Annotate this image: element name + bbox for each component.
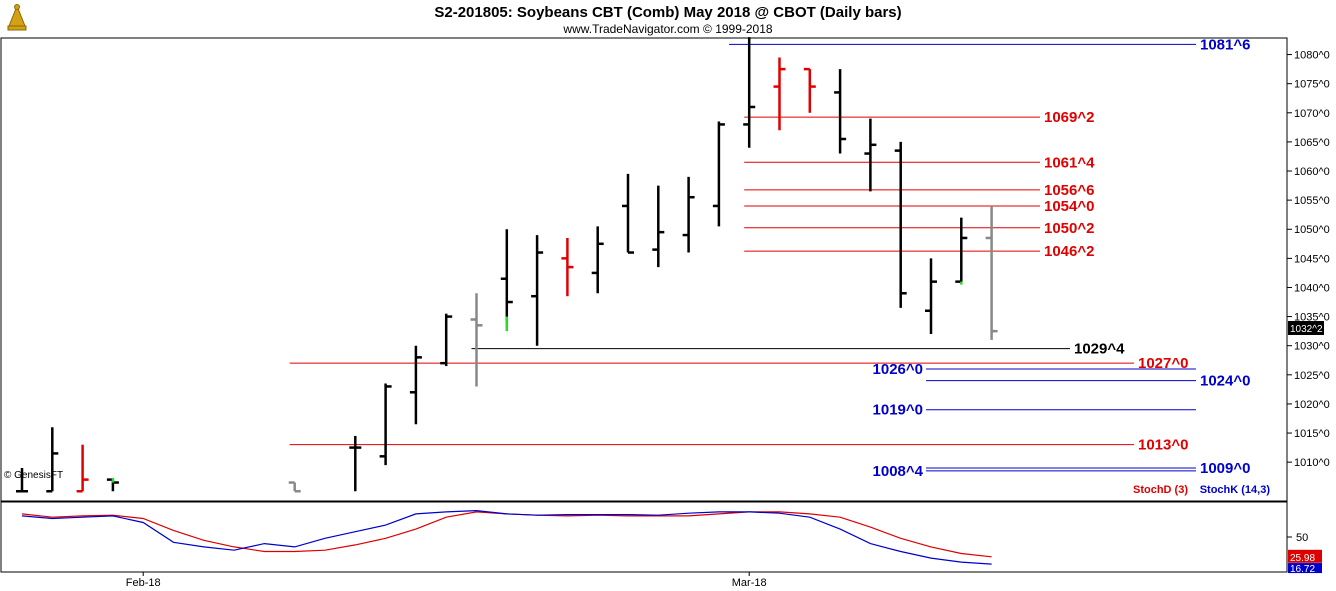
y-tick-label: 1035^0	[1294, 312, 1330, 324]
stoch-k-line	[21, 509, 992, 565]
stoch-d-last-box	[1288, 549, 1322, 563]
price-bar	[288, 481, 301, 493]
x-tick-label: Mar-18	[732, 577, 767, 589]
level-label: 1061^4	[1044, 154, 1095, 171]
price-bar	[925, 258, 937, 335]
price-bar	[46, 427, 59, 493]
y-tick-label: 1050^0	[1294, 224, 1330, 236]
stoch-d-line	[21, 511, 992, 558]
price-bar	[16, 467, 28, 493]
price-bar	[622, 173, 634, 254]
y-tick-label: 1025^0	[1294, 370, 1330, 382]
chart-subtitle: www.TradeNavigator.com © 1999-2018	[562, 22, 772, 36]
y-tick-label: 1020^0	[1294, 399, 1330, 411]
trade-navigator-logo-icon	[2, 2, 32, 32]
price-bar	[894, 141, 907, 308]
price-bar	[500, 229, 513, 323]
y-tick-label: 1075^0	[1294, 79, 1330, 91]
price-bar	[682, 176, 695, 253]
price-bar	[712, 121, 725, 227]
price-bar	[379, 383, 392, 466]
y-tick-label: 1045^0	[1294, 253, 1330, 265]
level-label: 1024^0	[1200, 373, 1250, 390]
y-tick-label: 1030^0	[1294, 341, 1330, 353]
chart-title: S2-201805: Soybeans CBT (Comb) May 2018 …	[434, 4, 901, 21]
price-bar	[864, 118, 877, 192]
price-bar	[743, 37, 756, 148]
price-axis: 1080^0 1075^0 1070^0 1065^0 1060^0 1055^0 1050…	[1287, 50, 1330, 469]
y-tick-label: 1055^0	[1294, 195, 1330, 207]
price-bar	[470, 293, 483, 387]
stoch-k-last-box	[1288, 563, 1322, 574]
price-bar	[985, 205, 998, 340]
level-label: 1026^0	[873, 361, 923, 378]
price-bar	[409, 345, 422, 425]
level-label: 1056^6	[1044, 182, 1094, 199]
stoch-tick-label: 50	[1296, 532, 1308, 544]
price-bar	[349, 435, 362, 492]
level-label: 1046^2	[1044, 243, 1094, 260]
stoch-d-legend: StochD (3)	[1133, 484, 1188, 496]
price-bar	[834, 69, 847, 154]
y-tick-label: 1065^0	[1294, 137, 1330, 149]
y-tick-label: 1015^0	[1294, 428, 1330, 440]
level-label: 1054^0	[1044, 198, 1094, 215]
last-price-value: 1032^2	[1290, 324, 1323, 335]
price-panel-frame	[0, 37, 1288, 502]
level-label: 1009^0	[1200, 460, 1250, 477]
price-bar	[955, 217, 968, 283]
time-axis: Feb-18 Mar-18	[126, 572, 767, 589]
level-label: 1081^6	[1200, 36, 1250, 53]
last-price-marker: 1032^2	[1288, 321, 1324, 335]
x-tick-label: Feb-18	[126, 577, 161, 589]
price-bar	[76, 444, 89, 493]
price-bar	[591, 226, 604, 294]
copyright-label: © GenesisFT	[4, 470, 63, 481]
price-bar	[773, 57, 786, 131]
y-tick-label: 1040^0	[1294, 282, 1330, 294]
stoch-k-last-value: 16.72	[1290, 564, 1315, 575]
price-bars	[16, 37, 998, 493]
level-label: 1029^4	[1074, 341, 1125, 358]
y-tick-label: 1080^0	[1294, 50, 1330, 62]
y-tick-label: 1070^0	[1294, 108, 1330, 120]
stoch-d-last-value: 25.98	[1290, 553, 1315, 564]
level-label: 1069^2	[1044, 109, 1094, 126]
level-label: 1019^0	[873, 402, 923, 419]
price-bar	[531, 235, 544, 346]
stoch-k-legend: StochK (14,3)	[1200, 484, 1271, 496]
level-label: 1008^4	[873, 463, 924, 480]
price-bar	[652, 185, 665, 268]
level-label: 1027^0	[1138, 355, 1188, 372]
price-bar	[561, 237, 574, 297]
price-bar	[803, 67, 816, 113]
y-tick-label: 1060^0	[1294, 166, 1330, 178]
price-bar	[440, 313, 453, 367]
level-label: 1013^0	[1138, 437, 1188, 454]
y-tick-label: 1010^0	[1294, 457, 1330, 469]
level-label: 1050^2	[1044, 220, 1094, 237]
